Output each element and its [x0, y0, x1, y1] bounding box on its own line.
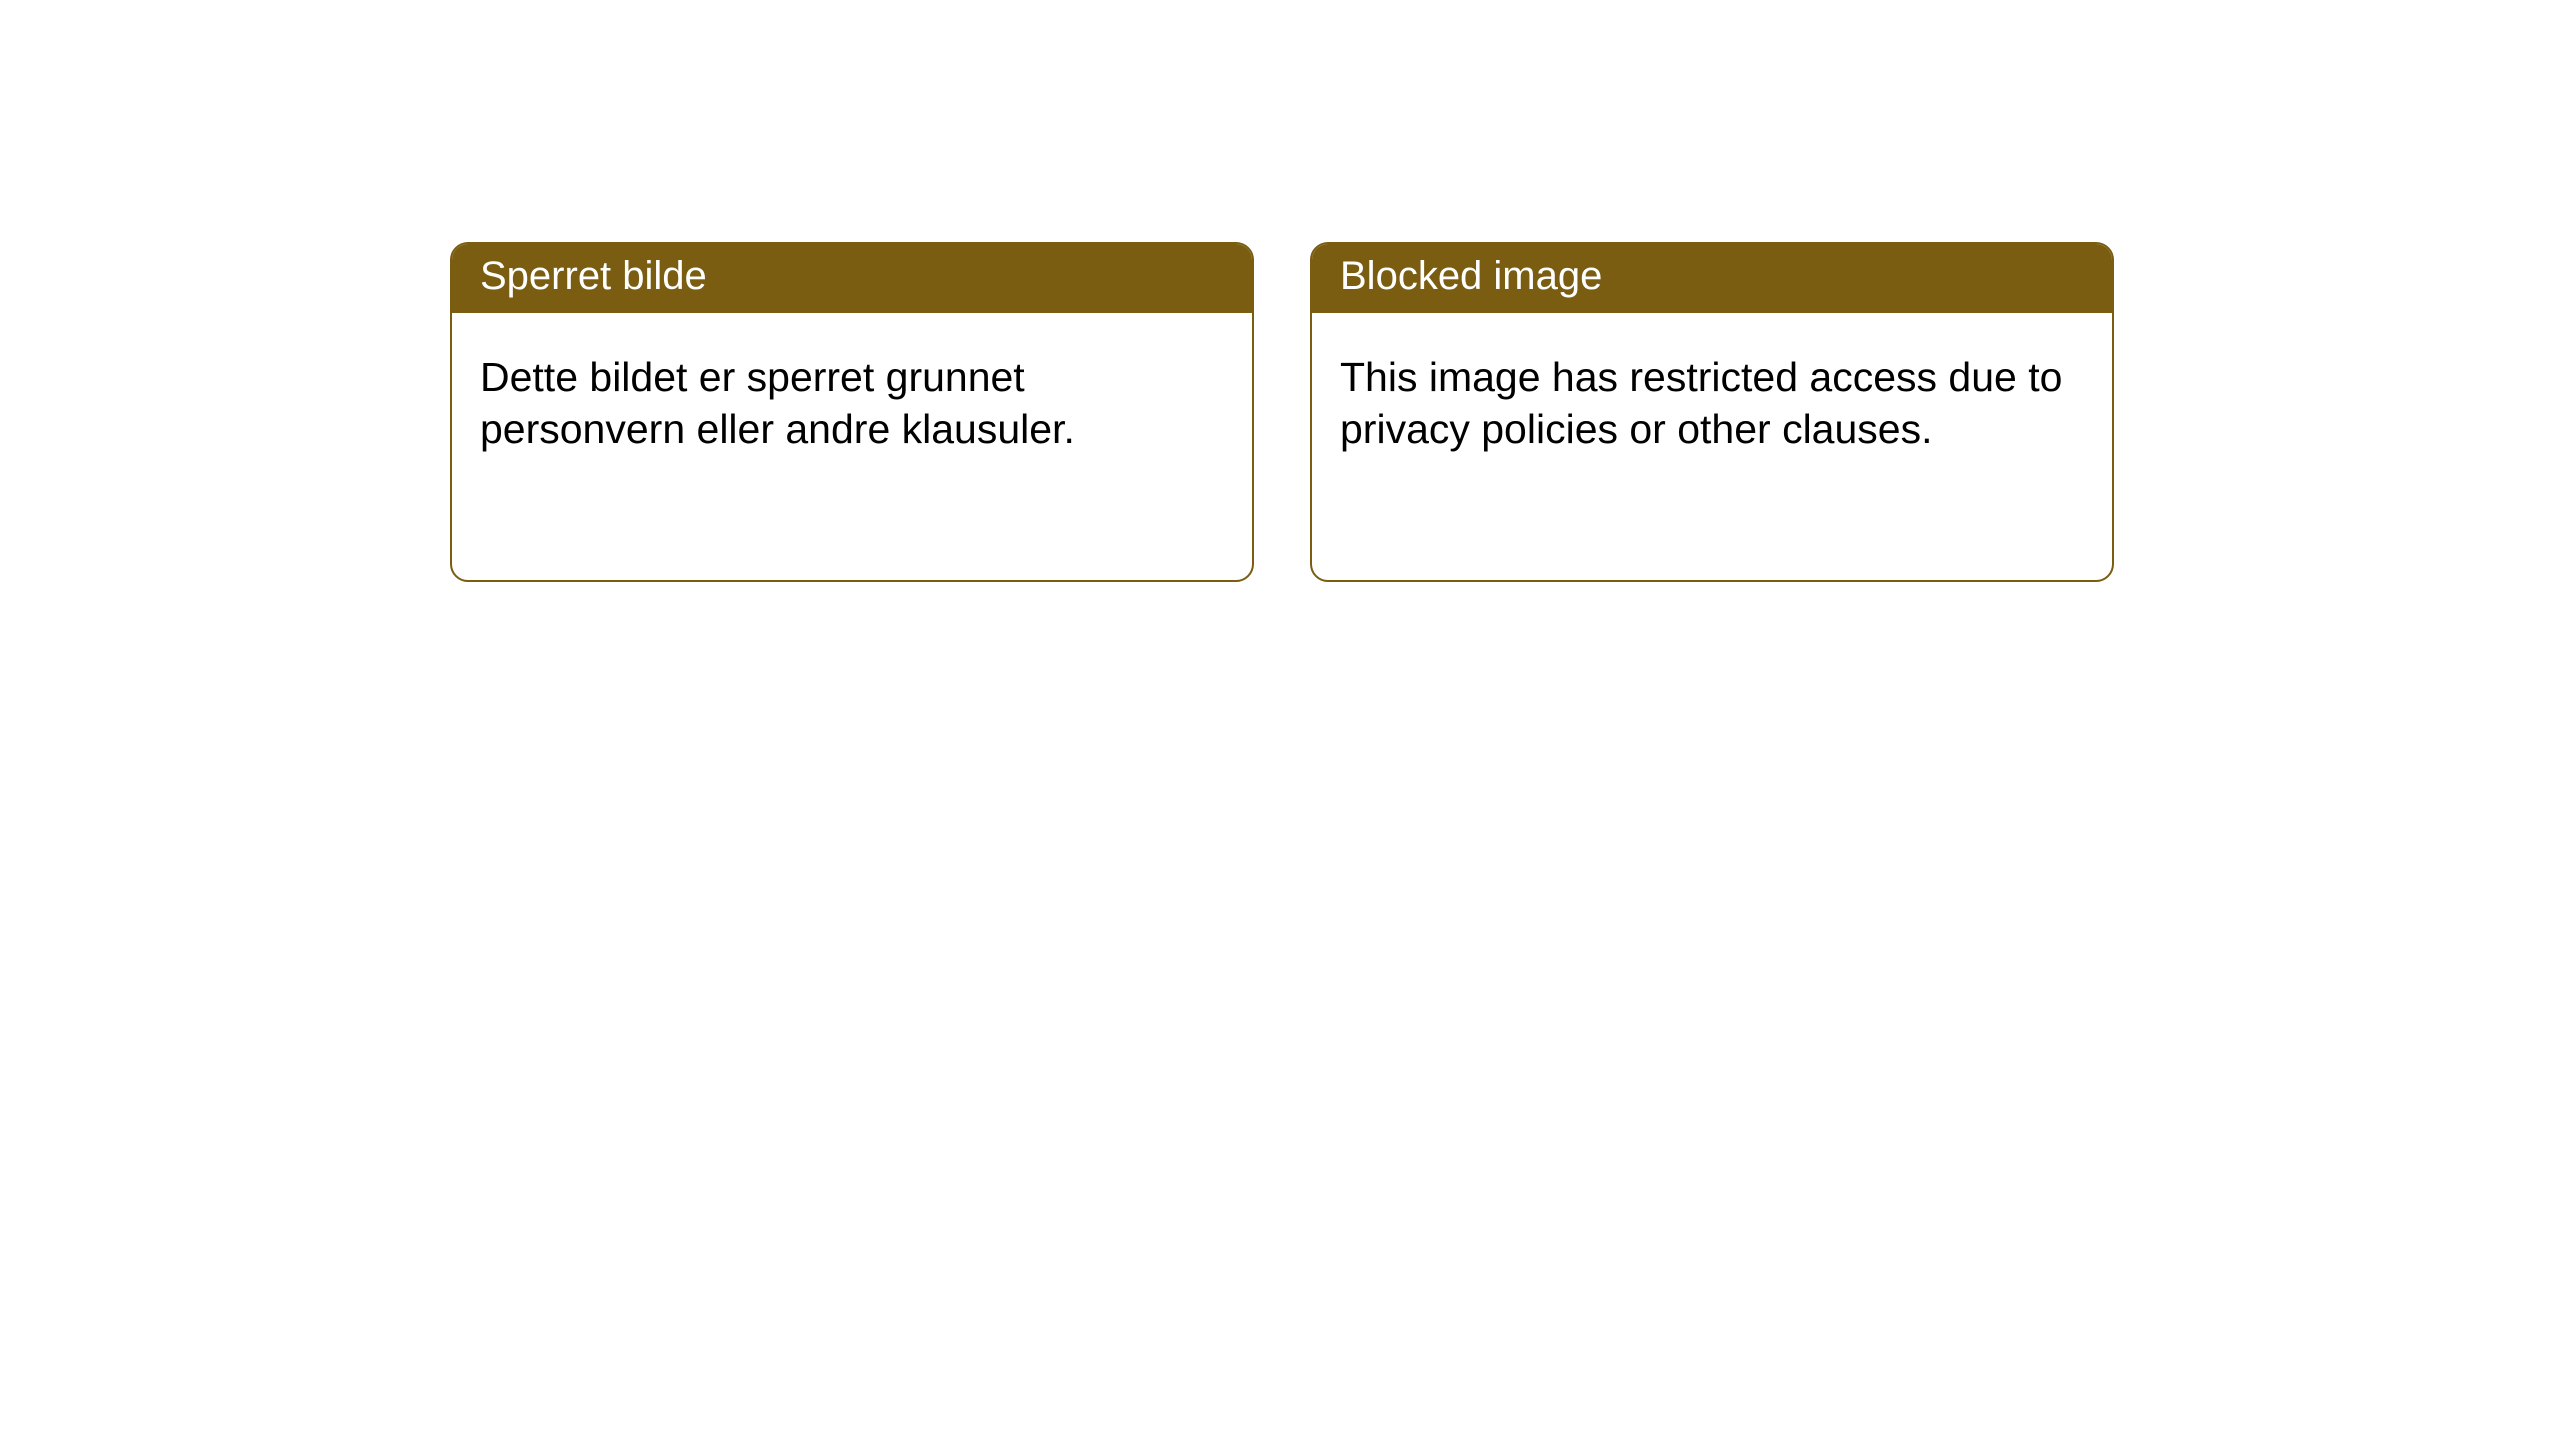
notice-cards-container: Sperret bilde Dette bildet er sperret gr… — [450, 242, 2114, 582]
card-body: Dette bildet er sperret grunnet personve… — [452, 313, 1252, 494]
card-header: Sperret bilde — [452, 244, 1252, 313]
blocked-image-card-no: Sperret bilde Dette bildet er sperret gr… — [450, 242, 1254, 582]
card-body-text: Dette bildet er sperret grunnet personve… — [480, 354, 1075, 452]
card-body: This image has restricted access due to … — [1312, 313, 2112, 494]
card-header: Blocked image — [1312, 244, 2112, 313]
blocked-image-card-en: Blocked image This image has restricted … — [1310, 242, 2114, 582]
card-title: Sperret bilde — [480, 254, 707, 298]
card-title: Blocked image — [1340, 254, 1602, 298]
card-body-text: This image has restricted access due to … — [1340, 354, 2062, 452]
